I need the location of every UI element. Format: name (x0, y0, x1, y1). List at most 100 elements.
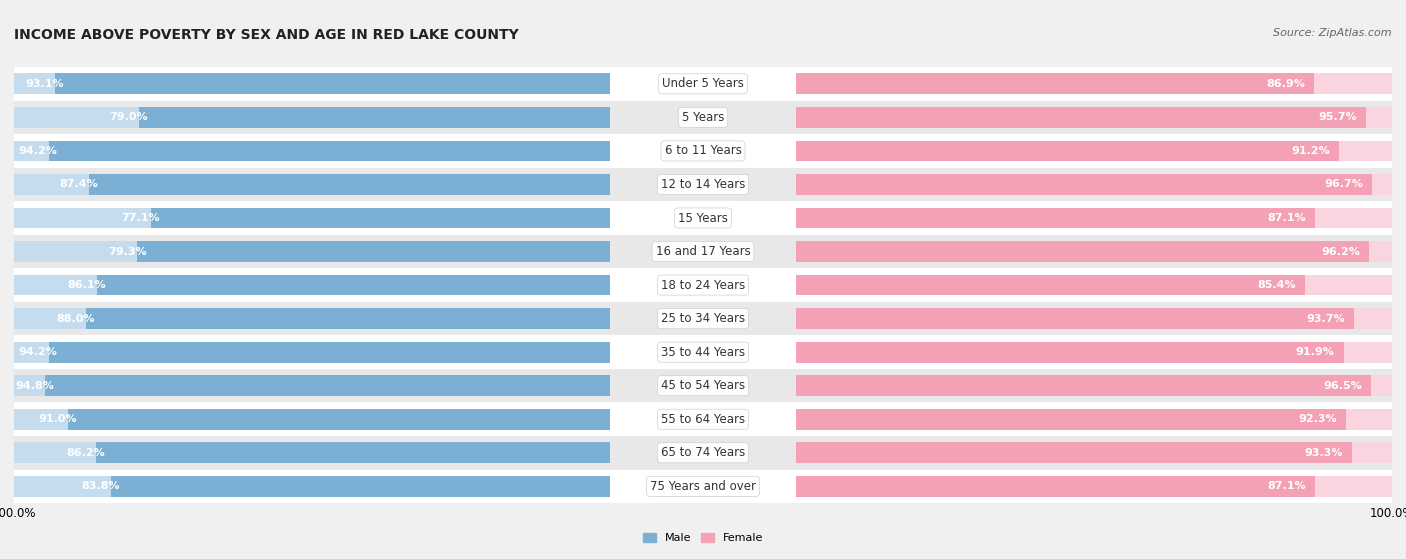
Bar (97, 274, 610, 296)
Bar (796, 369, 1392, 402)
Bar (14, 476, 610, 497)
Bar (796, 73, 1392, 94)
Text: 6 to 11 Years: 6 to 11 Years (665, 144, 741, 158)
Bar (796, 201, 1392, 235)
Bar (796, 375, 1371, 396)
Bar (796, 470, 1392, 503)
Bar (796, 67, 1392, 101)
Bar (610, 134, 796, 168)
Bar (796, 241, 1392, 262)
Text: 88.0%: 88.0% (56, 314, 94, 324)
Bar (14, 174, 610, 195)
Bar (796, 168, 1392, 201)
Bar (139, 107, 610, 128)
Bar (796, 409, 1346, 430)
Text: 94.2%: 94.2% (18, 146, 58, 156)
Bar (14, 442, 610, 463)
Text: 55 to 64 Years: 55 to 64 Years (661, 413, 745, 426)
Text: 79.3%: 79.3% (108, 247, 146, 257)
Bar (796, 134, 1392, 168)
Bar (610, 369, 796, 402)
Bar (796, 302, 1392, 335)
Bar (49, 140, 610, 162)
Bar (89, 174, 610, 195)
Bar (796, 476, 1392, 497)
Bar (14, 134, 610, 168)
Text: 35 to 44 Years: 35 to 44 Years (661, 345, 745, 359)
Text: 25 to 34 Years: 25 to 34 Years (661, 312, 745, 325)
Text: 96.2%: 96.2% (1322, 247, 1361, 257)
Bar (14, 241, 610, 262)
Text: 18 to 24 Years: 18 to 24 Years (661, 278, 745, 292)
Bar (796, 409, 1392, 430)
Bar (14, 67, 610, 101)
Bar (796, 268, 1392, 302)
Bar (14, 274, 610, 296)
Bar (796, 342, 1344, 363)
Text: 94.2%: 94.2% (18, 347, 58, 357)
Bar (150, 207, 610, 229)
Bar (796, 207, 1315, 229)
Bar (14, 73, 610, 94)
Bar (97, 442, 610, 463)
Text: 83.8%: 83.8% (82, 481, 120, 491)
Bar (610, 436, 796, 470)
Text: 94.8%: 94.8% (15, 381, 53, 391)
Bar (14, 409, 610, 430)
Bar (796, 73, 1313, 94)
Bar (796, 174, 1372, 195)
Text: 12 to 14 Years: 12 to 14 Years (661, 178, 745, 191)
Bar (796, 335, 1392, 369)
Bar (610, 235, 796, 268)
Bar (14, 201, 610, 235)
Bar (14, 268, 610, 302)
Bar (14, 335, 610, 369)
Bar (796, 436, 1392, 470)
Bar (14, 302, 610, 335)
Text: 16 and 17 Years: 16 and 17 Years (655, 245, 751, 258)
Text: 96.7%: 96.7% (1324, 179, 1364, 190)
Text: 87.1%: 87.1% (1267, 213, 1306, 223)
Bar (796, 207, 1392, 229)
Text: 5 Years: 5 Years (682, 111, 724, 124)
Bar (796, 442, 1353, 463)
Text: 65 to 74 Years: 65 to 74 Years (661, 446, 745, 459)
Bar (796, 476, 1315, 497)
Text: 93.1%: 93.1% (25, 79, 65, 89)
Text: 45 to 54 Years: 45 to 54 Years (661, 379, 745, 392)
Bar (14, 140, 610, 162)
Bar (796, 140, 1340, 162)
Bar (796, 274, 1305, 296)
Legend: Male, Female: Male, Female (638, 528, 768, 548)
Bar (14, 342, 610, 363)
Text: Under 5 Years: Under 5 Years (662, 77, 744, 91)
Bar (796, 174, 1392, 195)
Bar (796, 107, 1367, 128)
Bar (86, 308, 610, 329)
Bar (610, 335, 796, 369)
Bar (610, 268, 796, 302)
Bar (796, 140, 1392, 162)
Text: 87.4%: 87.4% (59, 179, 98, 190)
Text: 75 Years and over: 75 Years and over (650, 480, 756, 493)
Bar (610, 402, 796, 436)
Text: 91.2%: 91.2% (1292, 146, 1330, 156)
Bar (55, 73, 610, 94)
Bar (14, 168, 610, 201)
Text: 93.3%: 93.3% (1305, 448, 1343, 458)
Text: 93.7%: 93.7% (1306, 314, 1346, 324)
Bar (796, 308, 1392, 329)
Bar (14, 207, 610, 229)
Text: 79.0%: 79.0% (110, 112, 148, 122)
Bar (796, 101, 1392, 134)
Text: 91.9%: 91.9% (1296, 347, 1334, 357)
Bar (14, 235, 610, 268)
Bar (45, 375, 610, 396)
Text: 91.0%: 91.0% (38, 414, 77, 424)
Bar (14, 402, 610, 436)
Bar (796, 235, 1392, 268)
Text: 92.3%: 92.3% (1299, 414, 1337, 424)
Bar (111, 476, 610, 497)
Text: 96.5%: 96.5% (1323, 381, 1362, 391)
Bar (796, 308, 1354, 329)
